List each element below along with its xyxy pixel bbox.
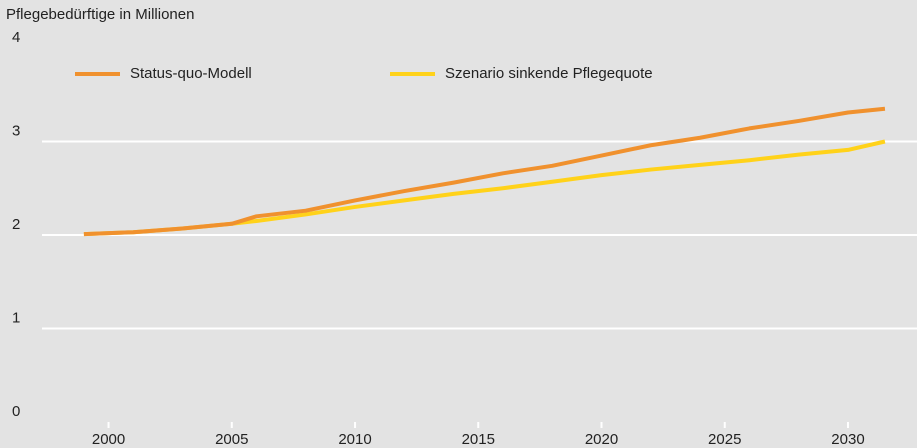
y-tick-label: 0 (12, 403, 20, 420)
x-tick-label: 2005 (215, 431, 248, 448)
y-tick-label: 3 (12, 122, 20, 139)
y-tick-label: 4 (12, 29, 20, 46)
chart-title: Pflegebedürftige in Millionen (6, 6, 194, 23)
y-tick-label: 2 (12, 216, 20, 233)
x-tick-label: 2015 (462, 431, 495, 448)
x-tick-label: 2000 (92, 431, 125, 448)
x-tick-label: 2030 (831, 431, 864, 448)
x-tick-label: 2020 (585, 431, 618, 448)
x-tick-label: 2010 (338, 431, 371, 448)
legend-label: Status-quo-Modell (130, 65, 252, 82)
legend-label: Szenario sinkende Pflegequote (445, 65, 653, 82)
series-line (83, 106, 886, 237)
y-tick-label: 1 (12, 309, 20, 326)
x-tick-label: 2025 (708, 431, 741, 448)
